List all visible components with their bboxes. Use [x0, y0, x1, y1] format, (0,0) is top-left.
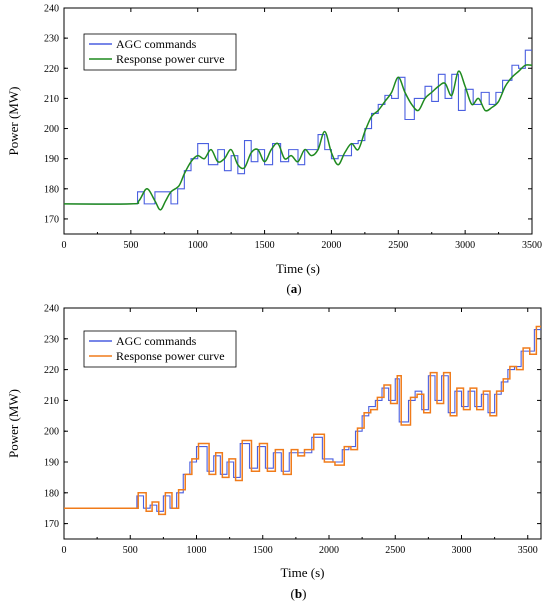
x-tick-label: 0	[62, 545, 67, 556]
series-line-1	[64, 49, 532, 205]
x-tick-label: 2500	[385, 545, 405, 556]
x-tick-label: 500	[123, 240, 138, 251]
legend-box	[83, 330, 237, 368]
x-tick-label: 2500	[388, 240, 408, 251]
x-tick-label: 3000	[455, 240, 475, 251]
y-tick-label: 210	[44, 94, 59, 105]
x-tick-label: 3500	[522, 240, 542, 251]
y-tick-label: 180	[44, 488, 59, 499]
x-axis-label: Time (s)	[281, 565, 325, 580]
y-tick-label: 190	[44, 154, 59, 165]
y-tick-label: 200	[44, 427, 59, 438]
x-tick-label: 1500	[253, 545, 273, 556]
legend-entry: Response power curve	[116, 349, 225, 363]
x-tick-label: 500	[123, 545, 138, 556]
chart-panel-1: 0 500 1000 1500 2000 2500 3000 3500 170 180 190 200…	[6, 4, 542, 297]
y-tick-label: 170	[44, 519, 59, 530]
y-axis-label: Power (MW)	[6, 87, 21, 156]
y-tick-label: 230	[44, 34, 59, 45]
legend-entry: AGC commands	[116, 37, 197, 51]
plot-frame	[63, 307, 542, 540]
y-tick-label: 200	[44, 124, 59, 135]
y-tick-label: 190	[44, 458, 59, 469]
series-line-2	[64, 325, 541, 516]
y-tick-label: 230	[44, 334, 59, 345]
legend-box	[83, 33, 237, 71]
legend-entry: AGC commands	[116, 334, 197, 348]
y-tick-label: 220	[44, 365, 59, 376]
x-tick-label: 2000	[319, 545, 339, 556]
y-tick-label: 170	[44, 214, 59, 225]
panel-label: (a)	[286, 281, 301, 296]
x-axis-label: Time (s)	[276, 261, 320, 276]
x-tick-label: 2000	[321, 240, 341, 251]
y-tick-label: 220	[44, 64, 59, 75]
y-tick-label: 210	[44, 396, 59, 407]
y-axis-label: Power (MW)	[6, 389, 21, 458]
x-tick-label: 0	[62, 240, 67, 251]
y-tick-label: 240	[44, 304, 59, 315]
x-tick-label: 3500	[518, 545, 538, 556]
chart-panel-2: 0 500 1000 1500 2000 2500 3000 3500 170 180 190 200…	[6, 304, 542, 601]
x-tick-label: 1000	[188, 240, 208, 251]
y-tick-label: 180	[44, 184, 59, 195]
legend-entry: Response power curve	[116, 52, 225, 66]
x-tick-label: 3000	[452, 545, 472, 556]
x-tick-label: 1000	[187, 545, 207, 556]
series-line-2	[64, 64, 532, 211]
panel-label: (b)	[291, 586, 307, 601]
x-tick-label: 1500	[255, 240, 275, 251]
y-tick-label: 240	[44, 4, 59, 15]
